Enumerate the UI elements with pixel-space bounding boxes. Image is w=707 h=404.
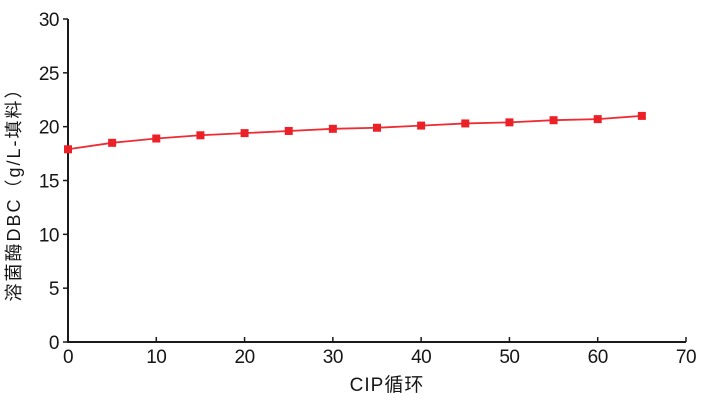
y-tick-label: 5 — [49, 279, 59, 300]
data-point-marker — [196, 131, 205, 140]
data-point-marker — [328, 124, 337, 133]
x-axis-title: CIP循环 — [349, 375, 425, 396]
x-tick-label: 60 — [588, 347, 608, 368]
x-tick-label: 50 — [499, 347, 519, 368]
data-point-marker — [64, 145, 72, 154]
x-tick-label: 10 — [146, 347, 166, 368]
y-tick-label: 25 — [39, 64, 59, 85]
x-tick-label: 40 — [411, 347, 431, 368]
x-tick-label: 0 — [63, 347, 73, 368]
data-point-marker — [108, 138, 117, 147]
y-tick-label: 0 — [49, 333, 59, 354]
data-point-marker — [240, 129, 249, 138]
data-point-marker — [152, 134, 161, 143]
data-point-marker — [593, 115, 602, 124]
data-point-marker — [637, 111, 646, 120]
data-point-marker — [417, 121, 426, 130]
data-series-line — [67, 115, 642, 151]
y-tick-label: 15 — [39, 172, 59, 193]
y-axis-title: 溶菌酶DBC（g/L-填料） — [4, 78, 24, 302]
data-point-marker — [461, 119, 470, 128]
data-point-marker — [373, 123, 381, 132]
data-point-marker — [505, 118, 514, 127]
x-tick-label: 30 — [323, 347, 343, 368]
data-point-marker — [549, 116, 558, 125]
x-tick-label: 20 — [235, 347, 255, 368]
y-tick-label: 30 — [39, 10, 59, 31]
data-point-marker — [284, 126, 293, 135]
x-tick-label: 70 — [676, 347, 696, 368]
y-tick-label: 20 — [39, 118, 59, 139]
y-tick-label: 10 — [39, 225, 59, 246]
